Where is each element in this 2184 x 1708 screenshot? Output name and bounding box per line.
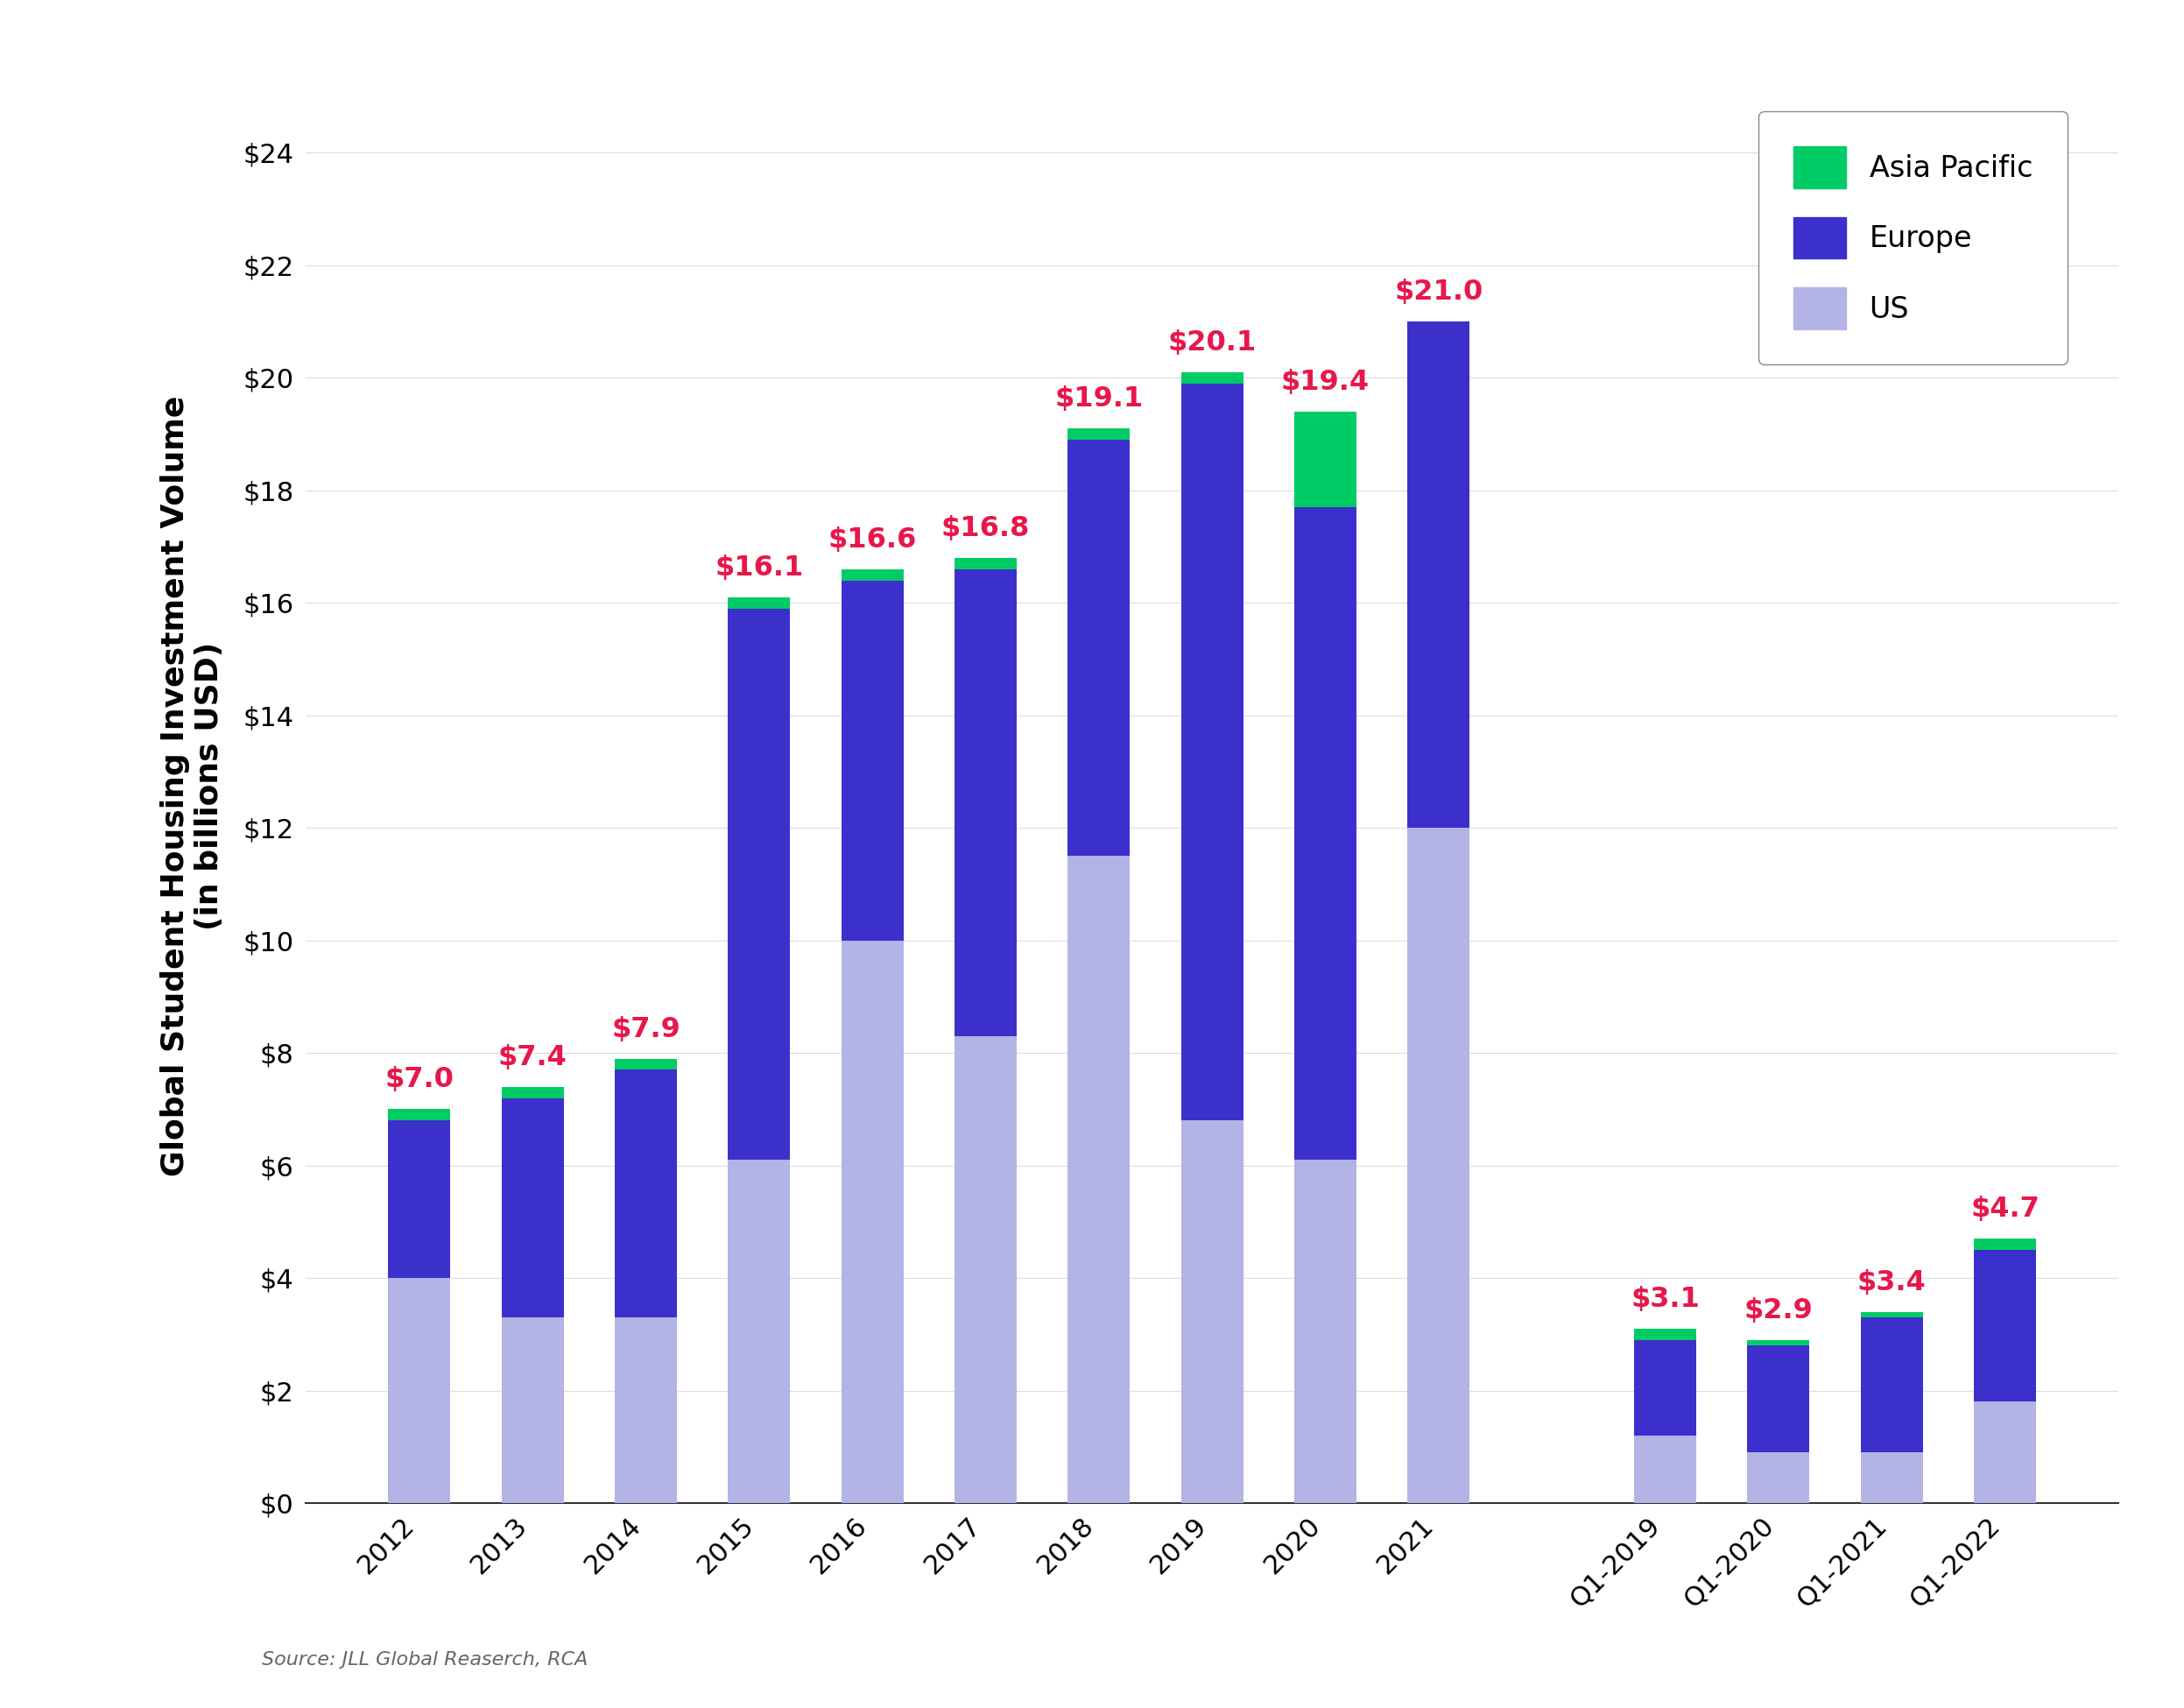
Bar [1974, 1250, 2035, 1402]
Bar [954, 569, 1018, 1037]
Bar [502, 1086, 563, 1098]
Bar [841, 941, 904, 1503]
Bar [1406, 321, 1470, 828]
Text: $19.1: $19.1 [1055, 386, 1142, 413]
Text: $2.9: $2.9 [1745, 1296, 1813, 1324]
Bar [1974, 1402, 2035, 1503]
Text: $19.4: $19.4 [1282, 369, 1369, 396]
Bar [1861, 1312, 1922, 1317]
Bar [1295, 412, 1356, 507]
Bar [727, 598, 791, 608]
Bar [502, 1317, 563, 1503]
Bar [1182, 383, 1243, 1120]
Bar [1747, 1339, 1811, 1346]
Text: $16.1: $16.1 [714, 555, 804, 581]
Bar [1861, 1452, 1922, 1503]
Text: $3.1: $3.1 [1631, 1286, 1699, 1313]
Y-axis label: Global Student Housing Investment Volume
(in billions USD): Global Student Housing Investment Volume… [159, 395, 225, 1177]
Bar [1747, 1452, 1811, 1503]
Legend: Asia Pacific, Europe, US: Asia Pacific, Europe, US [1758, 111, 2068, 364]
Bar [1861, 1317, 1922, 1452]
Bar [389, 1108, 450, 1120]
Text: $3.4: $3.4 [1856, 1269, 1926, 1296]
Bar [1634, 1435, 1697, 1503]
Text: $21.0: $21.0 [1393, 278, 1483, 306]
Bar [1295, 1160, 1356, 1503]
Text: $16.8: $16.8 [941, 514, 1031, 541]
Bar [1747, 1346, 1811, 1452]
Bar [389, 1120, 450, 1278]
Text: $20.1: $20.1 [1168, 330, 1256, 357]
Bar [1068, 439, 1129, 856]
Bar [1182, 372, 1243, 383]
Bar [614, 1059, 677, 1069]
Bar [389, 1278, 450, 1503]
Bar [1974, 1238, 2035, 1250]
Text: $4.7: $4.7 [1970, 1196, 2040, 1223]
Bar [1182, 1120, 1243, 1503]
Bar [614, 1317, 677, 1503]
Bar [841, 581, 904, 941]
Text: Source: JLL Global Reaserch, RCA: Source: JLL Global Reaserch, RCA [262, 1652, 587, 1669]
Bar [727, 1160, 791, 1503]
Bar [1634, 1329, 1697, 1339]
Bar [954, 559, 1018, 569]
Bar [1634, 1339, 1697, 1435]
Bar [727, 608, 791, 1160]
Bar [614, 1069, 677, 1317]
Text: $7.4: $7.4 [498, 1044, 568, 1071]
Text: $7.9: $7.9 [612, 1016, 679, 1044]
Bar [1295, 507, 1356, 1160]
Text: $7.0: $7.0 [384, 1066, 454, 1093]
Bar [502, 1098, 563, 1317]
Bar [841, 569, 904, 581]
Text: $16.6: $16.6 [828, 526, 917, 553]
Bar [1406, 828, 1470, 1503]
Bar [1068, 429, 1129, 439]
Bar [1068, 856, 1129, 1503]
Bar [954, 1037, 1018, 1503]
